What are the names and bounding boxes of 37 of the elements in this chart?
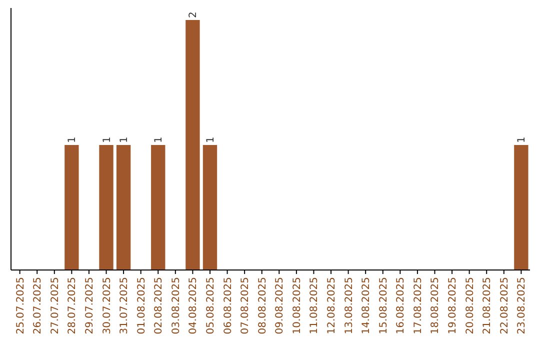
x-tick-label: 03.08.2025 — [170, 277, 182, 334]
data-label: 1 — [102, 136, 113, 143]
x-tick-label: 21.08.2025 — [482, 277, 494, 334]
x-tick-label: 12.08.2025 — [326, 277, 338, 334]
x-tick-label: 04.08.2025 — [188, 277, 200, 334]
x-tick-label: 11.08.2025 — [309, 277, 320, 334]
x-tick-label: 30.07.2025 — [102, 277, 113, 334]
x-tick-label: 05.08.2025 — [205, 277, 216, 334]
data-label: 1 — [154, 136, 165, 143]
x-tick-label: 01.08.2025 — [136, 277, 148, 334]
data-label: 1 — [119, 136, 130, 143]
x-tick-label: 26.07.2025 — [32, 277, 44, 334]
x-tick-label: 14.08.2025 — [361, 277, 372, 334]
x-tick-label: 18.08.2025 — [430, 277, 442, 334]
x-tick-label: 06.08.2025 — [222, 277, 234, 334]
x-tick-label: 13.08.2025 — [344, 277, 355, 334]
x-tick-label: 29.07.2025 — [84, 277, 96, 334]
x-tick-label: 20.08.2025 — [464, 277, 476, 334]
x-tick-label: 07.08.2025 — [240, 277, 252, 334]
x-tick-label: 08.08.2025 — [257, 277, 268, 334]
x-tick-label: 27.07.2025 — [50, 277, 61, 334]
x-tick-label: 10.08.2025 — [292, 277, 303, 334]
x-tick-label: 19.08.2025 — [448, 277, 459, 334]
x-tick-label: 22.08.2025 — [499, 277, 510, 334]
x-tick-label: 23.08.2025 — [516, 277, 528, 334]
x-tick-label: 25.07.2025 — [15, 277, 26, 334]
x-tick-label: 09.08.2025 — [274, 277, 286, 334]
x-tick-label: 02.08.2025 — [154, 277, 165, 334]
data-label: 1 — [516, 136, 528, 143]
data-label: 1 — [67, 136, 78, 143]
x-tick-label: 17.08.2025 — [412, 277, 424, 334]
x-tick-label: 31.07.2025 — [119, 277, 130, 334]
x-tick-label: 28.07.2025 — [67, 277, 78, 334]
x-tick-label: 16.08.2025 — [396, 277, 407, 334]
x-tick-label: 15.08.2025 — [378, 277, 390, 334]
data-label: 1 — [205, 136, 216, 143]
data-label: 2 — [188, 12, 200, 18]
